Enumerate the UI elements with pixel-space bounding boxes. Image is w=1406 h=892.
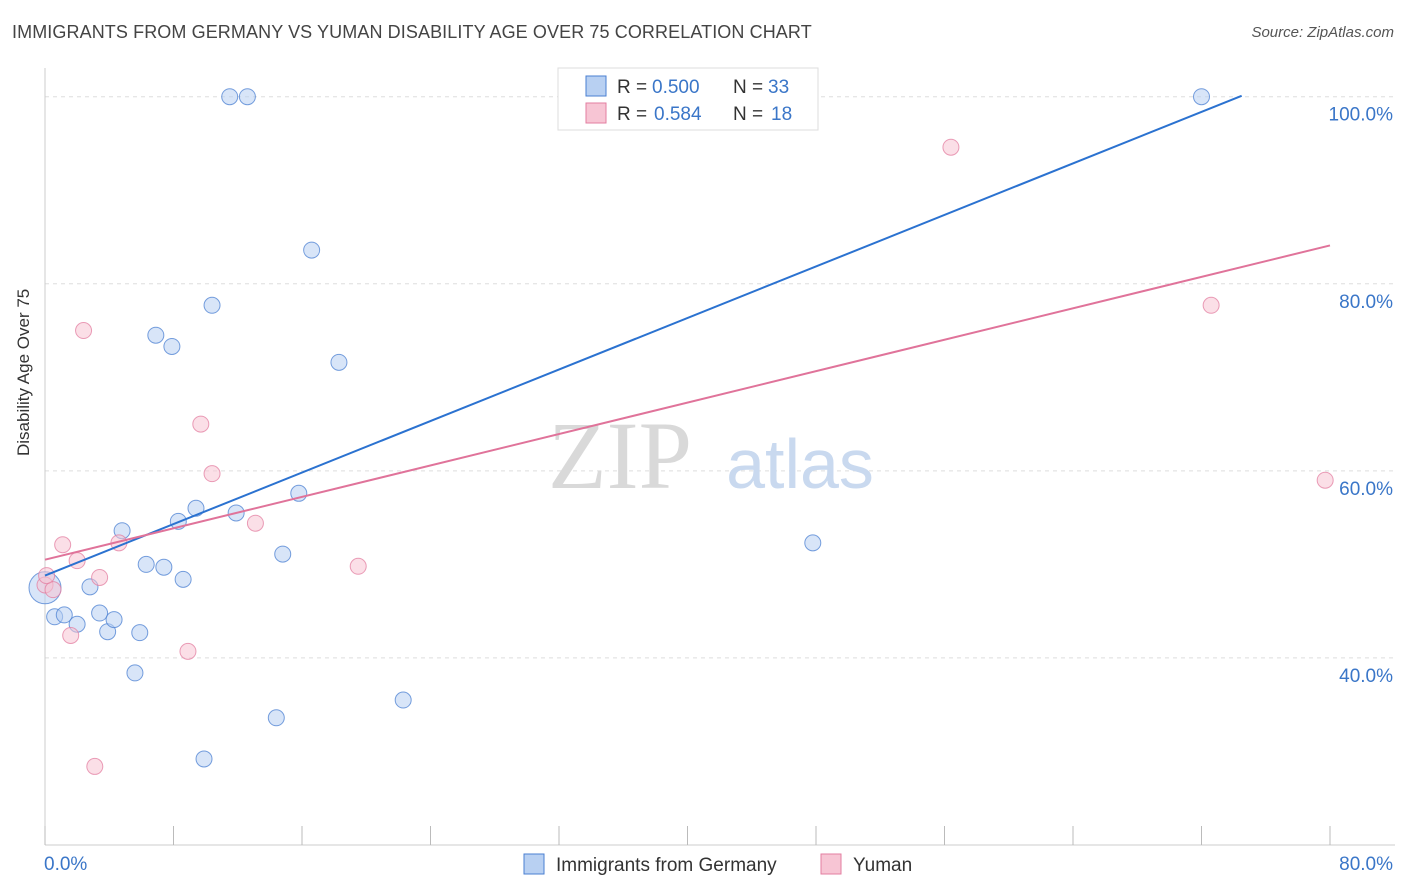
yuman-point-12 bbox=[246, 514, 264, 532]
yuman-point-7 bbox=[91, 568, 109, 586]
germany-point-9 bbox=[126, 664, 144, 682]
stats-r-value-2: 0.584 bbox=[654, 104, 702, 125]
legend-label-germany: Immigrants from Germany bbox=[556, 855, 777, 876]
x-tick-label-max: 80.0% bbox=[1339, 854, 1393, 875]
gridlines bbox=[45, 96, 1395, 659]
trend-lines bbox=[44, 94, 1331, 577]
legend-swatch-yuman bbox=[820, 853, 842, 875]
germany-point-28 bbox=[394, 691, 412, 709]
germany-point-7 bbox=[105, 611, 123, 629]
yuman-point-3 bbox=[62, 626, 80, 644]
germany-point-29 bbox=[804, 534, 822, 552]
stats-legend-swatch-pink bbox=[585, 102, 607, 124]
germany-point-13 bbox=[155, 558, 173, 576]
stats-n-label-2: N = bbox=[733, 104, 763, 125]
series-legend: Immigrants from Germany Yuman bbox=[523, 853, 912, 876]
stats-n-value-1: 33 bbox=[768, 77, 789, 98]
yuman-point-2 bbox=[54, 536, 72, 554]
y-tick-label-40: 40.0% bbox=[1339, 666, 1393, 687]
stats-legend-swatch-blue bbox=[585, 75, 607, 97]
y-tick-label-80: 80.0% bbox=[1339, 292, 1393, 313]
y-tick-label-100: 100.0% bbox=[1329, 105, 1394, 126]
chart-source: Source: ZipAtlas.com bbox=[1251, 24, 1394, 41]
legend-swatch-germany bbox=[523, 853, 545, 875]
germany-point-14 bbox=[163, 337, 181, 355]
yuman-trend-line bbox=[44, 244, 1331, 561]
germany-point-23 bbox=[267, 709, 285, 727]
stats-n-label-1: N = bbox=[733, 77, 763, 98]
germany-point-19 bbox=[203, 296, 221, 314]
axes bbox=[44, 68, 1395, 846]
yuman-point-9 bbox=[179, 642, 197, 660]
yuman-point-15 bbox=[1202, 296, 1220, 314]
yuman-point-5 bbox=[75, 322, 93, 340]
x-tick-label-min: 0.0% bbox=[44, 854, 87, 875]
stats-r-label-2: R = bbox=[617, 104, 647, 125]
germany-point-24 bbox=[274, 545, 292, 563]
y-tick-labels: 40.0% 60.0% 80.0% 100.0% bbox=[1329, 105, 1394, 687]
germany-point-22 bbox=[238, 88, 256, 106]
chart-title: IMMIGRANTS FROM GERMANY VS YUMAN DISABIL… bbox=[12, 22, 812, 42]
germany-point-27 bbox=[330, 353, 348, 371]
yuman-point-10 bbox=[192, 415, 210, 433]
germany-trend-line bbox=[44, 94, 1243, 577]
germany-point-11 bbox=[137, 555, 155, 573]
x-tick-labels: 0.0% 80.0% bbox=[44, 854, 1393, 875]
germany-point-5 bbox=[91, 604, 109, 622]
stats-n-value-2: 18 bbox=[771, 104, 792, 125]
yuman-point-11 bbox=[203, 465, 221, 483]
legend-label-yuman: Yuman bbox=[853, 855, 912, 876]
germany-point-12 bbox=[147, 326, 165, 344]
germany-point-26 bbox=[303, 241, 321, 259]
germany-point-30 bbox=[1193, 88, 1210, 106]
yuman-point-14 bbox=[942, 138, 960, 156]
watermark-atlas: atlas bbox=[726, 425, 874, 503]
stats-r-value-1: 0.500 bbox=[652, 77, 700, 98]
germany-point-10 bbox=[131, 624, 149, 642]
yuman-point-13 bbox=[349, 557, 367, 575]
germany-point-20 bbox=[221, 88, 239, 106]
y-tick-label-60: 60.0% bbox=[1339, 479, 1393, 500]
germany-point-17 bbox=[187, 499, 205, 517]
stats-r-label-1: R = bbox=[617, 77, 647, 98]
yuman-point-16 bbox=[1316, 471, 1334, 489]
watermark-zip: ZIP bbox=[548, 402, 692, 509]
germany-point-16 bbox=[174, 570, 192, 588]
stats-legend: R = 0.500 N = 33 R = 0.584 N = 18 bbox=[557, 67, 819, 131]
yuman-point-1 bbox=[44, 581, 62, 599]
germany-point-2 bbox=[55, 606, 73, 624]
germany-point-18 bbox=[195, 750, 213, 768]
yuman-point-6 bbox=[86, 757, 104, 775]
